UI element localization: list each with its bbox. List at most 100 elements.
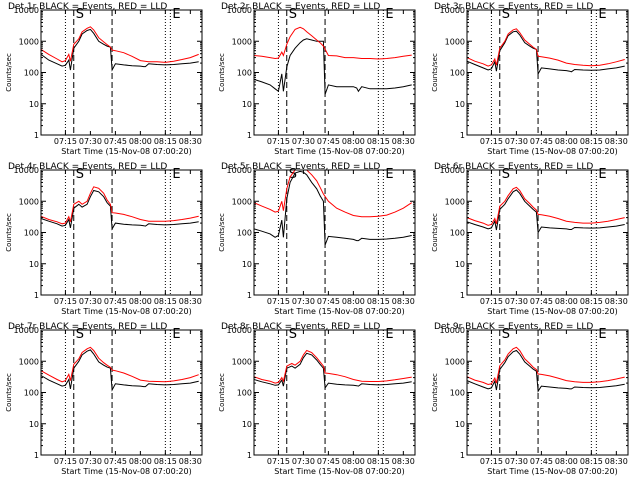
x-tick-label: 07:30 bbox=[79, 297, 102, 306]
y-axis-label: Counts/sec bbox=[218, 373, 226, 412]
chart-title: Det 4r BLACK = Events, RED = LLD bbox=[8, 162, 167, 172]
marker-label-s: S bbox=[76, 327, 84, 342]
x-tick-label: 08:30 bbox=[179, 457, 202, 466]
x-tick-label: 07:45 bbox=[530, 457, 553, 466]
x-axis-label: Start Time (15-Nov-08 07:00:20) bbox=[487, 147, 617, 156]
x-tick-label: 07:15 bbox=[267, 457, 290, 466]
y-tick-label: 100 bbox=[450, 229, 465, 238]
y-tick-label: 100 bbox=[24, 389, 39, 398]
y-tick-label: 10000 bbox=[227, 6, 252, 15]
y-tick-label: 10 bbox=[242, 260, 252, 269]
x-tick-label: 08:15 bbox=[154, 297, 177, 306]
x-tick-label: 08:15 bbox=[580, 137, 603, 146]
events-series-line bbox=[466, 30, 625, 76]
x-tick-label: 08:00 bbox=[342, 457, 365, 466]
marker-label-s: S bbox=[76, 167, 84, 182]
y-tick-label: 1000 bbox=[445, 197, 465, 206]
x-axis-label: Start Time (15-Nov-08 07:00:20) bbox=[61, 467, 191, 476]
x-tick-label: 08:30 bbox=[392, 457, 415, 466]
y-tick-label: 10000 bbox=[227, 326, 252, 335]
y-axis-label: Counts/sec bbox=[5, 53, 13, 92]
y-tick-label: 100 bbox=[237, 69, 252, 78]
y-tick-label: 10 bbox=[29, 260, 39, 269]
y-tick-label: 100 bbox=[450, 389, 465, 398]
x-tick-label: 07:45 bbox=[317, 457, 340, 466]
y-tick-label: 1 bbox=[34, 291, 39, 300]
y-axis-label: Counts/sec bbox=[431, 213, 439, 252]
x-tick-label: 08:00 bbox=[129, 297, 152, 306]
y-axis-label: Counts/sec bbox=[5, 213, 13, 252]
x-tick-label: 08:00 bbox=[129, 457, 152, 466]
x-axis-label: Start Time (15-Nov-08 07:00:20) bbox=[274, 147, 404, 156]
lld-series-line bbox=[253, 26, 412, 60]
x-tick-label: 08:15 bbox=[367, 137, 390, 146]
x-tick-label: 07:45 bbox=[530, 137, 553, 146]
y-tick-label: 10000 bbox=[14, 166, 39, 175]
y-tick-label: 10000 bbox=[440, 6, 465, 15]
marker-label-e: E bbox=[385, 327, 393, 342]
y-axis-label: Counts/sec bbox=[218, 53, 226, 92]
y-tick-label: 10000 bbox=[440, 166, 465, 175]
events-series-line bbox=[40, 28, 199, 72]
events-series-line bbox=[253, 170, 412, 246]
lld-series-line bbox=[40, 26, 199, 63]
marker-label-s: S bbox=[502, 327, 510, 342]
y-tick-label: 1000 bbox=[232, 197, 252, 206]
chart-title: Det 6r BLACK = Events, RED = LLD bbox=[434, 162, 593, 172]
x-axis-label: Start Time (15-Nov-08 07:00:20) bbox=[274, 467, 404, 476]
chart-title: Det 3r BLACK = Events, RED = LLD bbox=[434, 2, 593, 12]
y-tick-label: 100 bbox=[237, 229, 252, 238]
x-tick-label: 07:15 bbox=[54, 457, 77, 466]
x-tick-label: 08:15 bbox=[580, 297, 603, 306]
chart-title: Det 2r BLACK = Events, RED = LLD bbox=[221, 2, 380, 12]
chart-title: Det 1r BLACK = Events, RED = LLD bbox=[8, 2, 167, 12]
chart-title: Det 7r BLACK = Events, RED = LLD bbox=[8, 322, 167, 332]
x-tick-label: 07:45 bbox=[104, 457, 127, 466]
y-axis-label: Counts/sec bbox=[5, 373, 13, 412]
chart-title: Det 8r BLACK = Events, RED = LLD bbox=[221, 322, 380, 332]
x-tick-label: 07:45 bbox=[317, 297, 340, 306]
x-tick-label: 08:30 bbox=[605, 137, 628, 146]
y-tick-label: 10 bbox=[242, 100, 252, 109]
y-tick-label: 1 bbox=[460, 291, 465, 300]
y-axis-label: Counts/sec bbox=[431, 53, 439, 92]
x-tick-label: 08:15 bbox=[154, 137, 177, 146]
marker-label-s: S bbox=[502, 7, 510, 22]
x-tick-label: 07:30 bbox=[79, 457, 102, 466]
y-tick-label: 100 bbox=[24, 69, 39, 78]
x-tick-label: 08:15 bbox=[580, 457, 603, 466]
y-tick-label: 1000 bbox=[19, 357, 39, 366]
x-tick-label: 07:30 bbox=[505, 457, 528, 466]
y-tick-label: 1000 bbox=[19, 197, 39, 206]
events-series-line bbox=[466, 349, 625, 393]
lld-series-line bbox=[40, 186, 199, 225]
x-tick-label: 07:15 bbox=[480, 297, 503, 306]
lld-series-line bbox=[466, 186, 625, 226]
marker-label-e: E bbox=[172, 7, 180, 22]
y-axis-label: Counts/sec bbox=[431, 373, 439, 412]
events-series-line bbox=[40, 189, 199, 231]
marker-label-e: E bbox=[598, 327, 606, 342]
events-series-line bbox=[253, 352, 412, 390]
y-tick-label: 1000 bbox=[232, 37, 252, 46]
marker-label-e: E bbox=[385, 7, 393, 22]
marker-label-e: E bbox=[385, 167, 393, 182]
y-tick-label: 10 bbox=[29, 420, 39, 429]
chart-title: Det 5r BLACK = Events, RED = LLD bbox=[221, 162, 380, 172]
x-tick-label: 07:45 bbox=[104, 297, 127, 306]
y-tick-label: 1 bbox=[460, 451, 465, 460]
x-tick-label: 07:30 bbox=[292, 297, 315, 306]
y-tick-label: 1000 bbox=[232, 357, 252, 366]
x-tick-label: 07:30 bbox=[292, 137, 315, 146]
y-tick-label: 1 bbox=[247, 291, 252, 300]
x-tick-label: 07:30 bbox=[292, 457, 315, 466]
x-tick-label: 08:00 bbox=[555, 137, 578, 146]
x-tick-label: 08:00 bbox=[342, 137, 365, 146]
x-tick-label: 07:45 bbox=[530, 297, 553, 306]
